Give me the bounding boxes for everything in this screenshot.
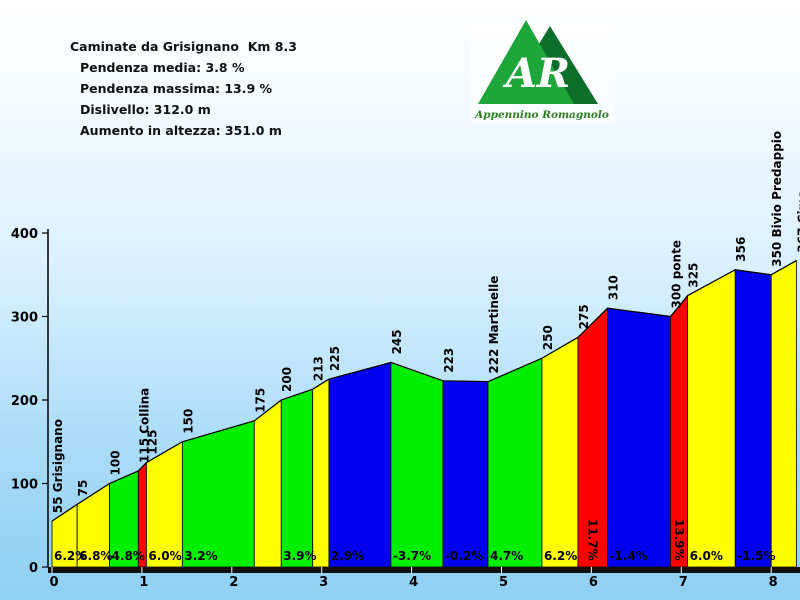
total-climb: Aumento in altezza: 351.0 m xyxy=(80,123,282,138)
gradient-label: -1.5% xyxy=(737,549,775,563)
y-tick-label: 100 xyxy=(11,478,38,493)
x-tick-label: 8 xyxy=(769,575,778,590)
x-tick-label: 5 xyxy=(499,575,508,590)
y-tick-label: 400 xyxy=(11,227,38,242)
waypoint-label: 125 xyxy=(145,430,159,455)
max-gradient: Pendenza massima: 13.9 % xyxy=(80,81,273,96)
x-tick-label: 1 xyxy=(139,575,148,590)
y-tick-label: 200 xyxy=(11,394,38,409)
x-tick-label: 4 xyxy=(409,575,418,590)
x-tick-label: 6 xyxy=(589,575,598,590)
x-tick-label: 0 xyxy=(49,575,58,590)
waypoint-label: 325 xyxy=(687,263,701,288)
waypoint-label: 175 xyxy=(253,388,267,413)
y-tick-label: 300 xyxy=(11,311,38,326)
gradient-labels: 6.2%6.8% 4.8% 6.0% 3.2% 3.9% 2.9% -3.7% -0.2% 4.… xyxy=(54,519,776,563)
gradient-label: -3.7% xyxy=(393,549,431,563)
gradient-segment xyxy=(734,269,772,568)
logo-subtitle: Appennino Romagnolo xyxy=(474,109,609,121)
gradient-segment xyxy=(541,336,579,568)
profile-line xyxy=(51,260,797,522)
gradient-label: 2.9% xyxy=(331,549,364,563)
waypoint-label: 222 Martinelle xyxy=(487,276,501,374)
route-stats: Caminate da Grisignano Km 8.3 Pendenza m… xyxy=(70,36,297,141)
gradient-label: 3.2% xyxy=(184,549,217,563)
gradient-label: 11.7% xyxy=(586,519,600,561)
gradient-segment xyxy=(312,378,330,568)
waypoint-label: 350 Bivio Predappio xyxy=(770,131,784,267)
logo-front-triangle xyxy=(478,20,574,104)
profile-outline xyxy=(51,260,797,522)
gradient-label: 4.8% xyxy=(112,549,145,563)
gradient-label: 3.9% xyxy=(283,549,316,563)
waypoint-label: 250 xyxy=(541,325,555,350)
gradient-segment xyxy=(487,357,543,568)
gradient-label: 6.2% xyxy=(54,549,87,563)
waypoint-label: 356 xyxy=(734,237,748,262)
gradient-label: 6.2% xyxy=(544,549,577,563)
gradient-segment xyxy=(328,361,392,568)
waypoint-label: 150 xyxy=(181,409,195,434)
waypoint-label: 300 ponte xyxy=(670,240,684,308)
elevation-difference: Dislivello: 312.0 m xyxy=(80,102,211,117)
waypoint-label: 275 xyxy=(577,304,591,329)
logo-initials: AR xyxy=(502,50,570,97)
gradient-segment xyxy=(181,420,255,568)
gradient-segment xyxy=(687,269,736,568)
gradient-segment xyxy=(607,307,671,568)
gradient-segment xyxy=(280,388,314,568)
waypoint-label: 367 Cima xyxy=(795,190,800,253)
gradient-segment xyxy=(442,380,489,568)
average-gradient: Pendenza media: 3.8 % xyxy=(80,60,245,75)
waypoint-label: 75 xyxy=(76,480,90,497)
gradient-segment xyxy=(390,361,444,568)
gradient-label: -0.2% xyxy=(445,549,483,563)
x-tick-label: 2 xyxy=(229,575,238,590)
gradient-label: 6.0% xyxy=(690,549,723,563)
waypoint-label: 100 xyxy=(109,450,123,475)
waypoint-label: 200 xyxy=(280,367,294,392)
x-tick-label: 3 xyxy=(319,575,328,590)
gradient-label: 6.8% xyxy=(79,549,112,563)
waypoint-label: 225 xyxy=(328,346,342,371)
gradient-label: 6.0% xyxy=(148,549,181,563)
x-axis-bar xyxy=(48,567,800,573)
waypoint-label: 55 Grisignano xyxy=(51,419,65,513)
route-title: Caminate da Grisignano Km 8.3 xyxy=(70,39,297,54)
gradient-segment xyxy=(770,259,797,568)
gradient-label: -1.4% xyxy=(610,549,648,563)
x-tick-label: 7 xyxy=(679,575,688,590)
waypoint-label: 115 Collina xyxy=(137,388,151,463)
y-tick-label: 0 xyxy=(29,561,38,576)
axes: 0 100 200 300 400 0 1 2 3 4 5 6 7 8 xyxy=(11,227,800,590)
gradient-label: 4.7% xyxy=(490,549,523,563)
appennino-romagnolo-logo: AR Appennino Romagnolo xyxy=(470,12,615,124)
waypoint-label: 245 xyxy=(390,329,404,354)
waypoint-label: 223 xyxy=(442,348,456,373)
gradient-segment xyxy=(253,399,282,568)
gradient-segments xyxy=(51,259,797,568)
waypoint-label: 213 xyxy=(312,356,326,381)
gradient-label: 13.9% xyxy=(672,519,686,561)
waypoint-label: 310 xyxy=(607,275,621,300)
